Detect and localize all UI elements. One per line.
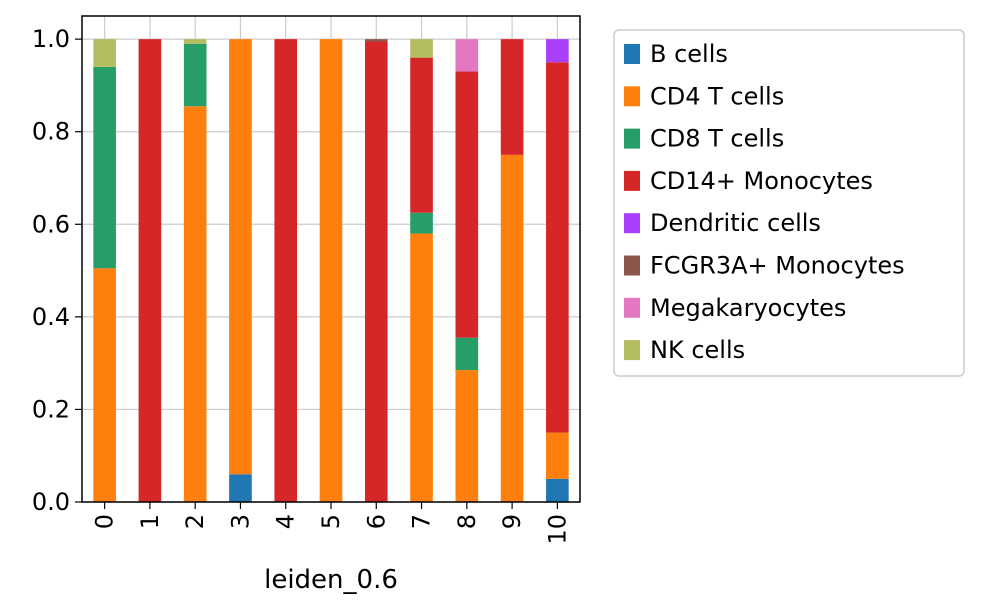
y-tick-label: 0.4 bbox=[32, 303, 70, 331]
x-tick-label: 7 bbox=[408, 514, 436, 529]
x-tick-label: 10 bbox=[543, 514, 571, 545]
legend-swatch bbox=[624, 213, 640, 234]
bar-segment bbox=[455, 71, 479, 338]
x-tick-label: 2 bbox=[181, 514, 209, 529]
legend-label: Dendritic cells bbox=[650, 209, 821, 237]
legend-swatch bbox=[624, 340, 640, 361]
legend-swatch bbox=[624, 297, 640, 318]
legend-label: B cells bbox=[650, 40, 728, 68]
x-tick-label: 9 bbox=[498, 514, 526, 529]
legend-label: NK cells bbox=[650, 336, 745, 364]
bar-segment bbox=[274, 39, 298, 503]
y-tick-label: 1.0 bbox=[32, 25, 70, 53]
bar-segment bbox=[93, 39, 116, 67]
bar-segment bbox=[410, 57, 433, 213]
bar-segment bbox=[183, 39, 207, 44]
x-tick-label: 4 bbox=[272, 514, 300, 529]
legend[interactable]: B cells CD4 T cells CD8 T cells CD14+ Monoc… bbox=[613, 29, 965, 377]
x-tick-label: 3 bbox=[226, 514, 254, 529]
y-tick-label: 0.8 bbox=[32, 118, 70, 146]
legend-swatch bbox=[624, 255, 640, 276]
legend-swatch bbox=[624, 170, 640, 191]
bar-segment bbox=[183, 106, 207, 502]
bar-segment bbox=[229, 474, 252, 502]
x-tick-label: 6 bbox=[362, 514, 390, 529]
bar-segment bbox=[364, 39, 388, 42]
legend-swatch bbox=[624, 86, 640, 107]
y-tick-label: 0.0 bbox=[32, 488, 70, 516]
x-axis-title: leiden_0.6 bbox=[264, 565, 398, 595]
y-tick-label: 0.2 bbox=[32, 395, 70, 423]
y-axis: 0.0 0.2 0.4 0.6 0.8 1.0 bbox=[32, 25, 82, 516]
bar-segment bbox=[410, 39, 433, 58]
legend-swatch bbox=[624, 128, 640, 149]
bar-segment bbox=[455, 337, 479, 371]
bar-segment bbox=[364, 41, 388, 502]
bar-segment bbox=[93, 268, 116, 502]
x-tick-label: 1 bbox=[136, 514, 164, 529]
bar-segment bbox=[138, 39, 162, 503]
legend-label: CD14+ Monocytes bbox=[650, 167, 873, 195]
bar-segment bbox=[546, 62, 569, 433]
bar-segment bbox=[500, 39, 524, 155]
bar-segment bbox=[546, 478, 569, 502]
bar-segment bbox=[319, 39, 343, 503]
bar-segment bbox=[546, 39, 569, 63]
bar-segment bbox=[500, 154, 524, 502]
bar-segment bbox=[546, 432, 569, 479]
bar-segment bbox=[229, 39, 252, 475]
bar-segment bbox=[410, 233, 433, 503]
x-tick-label: 0 bbox=[91, 514, 119, 529]
bar-segment bbox=[183, 43, 207, 107]
legend-label: CD8 T cells bbox=[650, 125, 784, 153]
bars bbox=[93, 39, 569, 503]
legend-label: FCGR3A+ Monocytes bbox=[650, 252, 905, 280]
legend-label: CD4 T cells bbox=[650, 82, 784, 110]
x-axis: 0 1 2 3 4 5 6 7 8 9 10 bbox=[91, 502, 571, 545]
legend-label: Megakaryocytes bbox=[650, 294, 846, 322]
bar-segment bbox=[410, 212, 433, 234]
x-tick-label: 5 bbox=[317, 514, 345, 529]
x-tick-label: 8 bbox=[453, 514, 481, 529]
bar-segment bbox=[455, 39, 479, 72]
legend-box bbox=[613, 29, 965, 377]
legend-swatch bbox=[624, 44, 640, 64]
y-tick-label: 0.6 bbox=[32, 210, 70, 238]
bar-segment bbox=[455, 370, 479, 502]
bar-segment bbox=[93, 66, 116, 269]
